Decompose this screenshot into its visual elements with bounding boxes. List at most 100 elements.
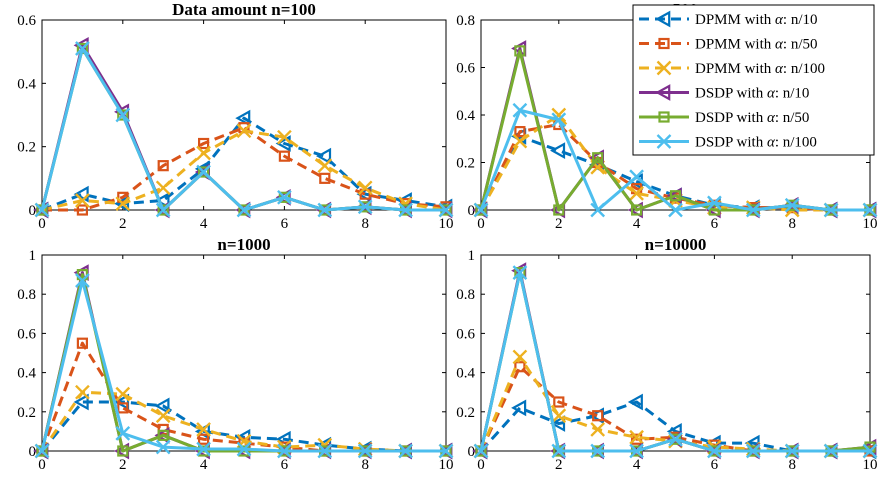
data-point: [34, 443, 50, 459]
data-point: [34, 202, 50, 218]
legend-label: DSDP with α: n/100: [695, 135, 817, 151]
legend-marker: [655, 10, 671, 28]
data-point: [551, 408, 567, 424]
x-tick-label: 0: [38, 457, 46, 473]
x-tick-label: 0: [477, 457, 485, 473]
data-point: [745, 443, 761, 459]
x-tick-label: 2: [119, 216, 127, 232]
data-point: [551, 112, 567, 128]
data-point: [473, 443, 489, 459]
data-point: [75, 273, 90, 288]
data-point: [196, 164, 211, 180]
x-tick-label: 4: [200, 457, 208, 473]
data-point: [319, 172, 331, 184]
data-point: [629, 443, 644, 459]
x-tick-label: 2: [119, 457, 127, 473]
y-tick-label: 1: [468, 248, 476, 264]
panel-n10000: 0 2 4 6 8 10 0 0.2 0.4 0.6 0.8 1 n=10000: [456, 235, 877, 473]
data-point: [157, 429, 169, 441]
data-point: [196, 422, 211, 437]
x-tick-label: 8: [788, 457, 796, 473]
legend: DPMM with α: n/10 DPMM with α: n/50 DPMM w…: [632, 4, 875, 156]
data-point: [317, 158, 333, 174]
chart-title: n=1000: [217, 235, 270, 254]
data-point: [627, 393, 643, 411]
data-point: [512, 133, 528, 149]
data-point: [862, 443, 878, 459]
data-point: [155, 408, 171, 424]
y-tick-label: 0: [29, 203, 37, 219]
data-point: [862, 202, 878, 218]
data-point: [117, 191, 129, 203]
y-tick-label: 0: [468, 203, 476, 219]
data-point: [398, 202, 413, 218]
data-point: [551, 443, 567, 459]
legend-marker: [658, 111, 670, 123]
data-point: [512, 349, 528, 365]
data-point: [117, 109, 129, 121]
data-point: [707, 195, 722, 211]
legend-marker: [656, 134, 672, 149]
data-point: [514, 45, 526, 57]
data-point: [277, 443, 292, 459]
legend-label: DPMM with α: n/10: [695, 12, 818, 28]
x-tick-label: 10: [863, 216, 878, 232]
x-tick-label: 2: [555, 216, 563, 232]
data-point: [590, 422, 606, 437]
data-point: [117, 445, 129, 457]
data-point: [438, 202, 454, 218]
data-point: [669, 190, 682, 202]
data-point: [115, 386, 131, 402]
data-point: [196, 441, 211, 457]
x-tick-label: 8: [788, 216, 796, 232]
data-point: [277, 189, 292, 205]
data-point: [115, 107, 131, 123]
y-tick-label: 0.4: [17, 366, 36, 382]
legend-marker: [656, 60, 672, 76]
data-point: [553, 396, 565, 408]
legend-marker: [655, 84, 671, 101]
data-point: [235, 109, 251, 127]
legend-label: DSDP with α: n/10: [695, 86, 809, 102]
x-tick-label: 6: [281, 216, 289, 232]
legend-box: [632, 4, 875, 156]
legend-marker: [658, 37, 670, 50]
data-point: [629, 169, 644, 185]
data-point: [357, 443, 373, 459]
x-tick-label: 8: [361, 457, 369, 473]
data-point: [438, 443, 454, 459]
data-point: [76, 204, 89, 216]
x-tick-label: 0: [477, 216, 485, 232]
panel-n100: 0 2 4 6 8 10 0 0.2 0.4 0.6 Data amount n=100: [17, 0, 453, 232]
data-point: [198, 433, 210, 445]
data-point: [198, 166, 210, 178]
y-tick-label: 0: [468, 444, 476, 460]
data-point: [316, 147, 332, 165]
y-tick-label: 0.2: [17, 405, 36, 421]
y-tick-label: 0.6: [17, 13, 36, 29]
data-point: [592, 152, 604, 164]
y-tick-label: 0.2: [456, 405, 475, 421]
y-tick-label: 0.6: [17, 326, 36, 342]
data-point: [550, 142, 566, 159]
y-tick-label: 0: [29, 444, 37, 460]
legend-label: DPMM with α: n/50: [695, 37, 818, 53]
y-tick-label: 0.4: [456, 366, 475, 382]
x-tick-label: 6: [711, 216, 719, 232]
data-point: [198, 137, 210, 150]
data-point: [590, 443, 606, 459]
y-tick-label: 0.8: [456, 13, 475, 29]
data-point: [823, 202, 839, 218]
data-point: [398, 443, 413, 459]
data-point: [157, 204, 169, 216]
data-point: [592, 410, 604, 422]
data-point: [745, 202, 761, 218]
axes-box: [41, 254, 447, 452]
y-tick-label: 0.8: [456, 287, 475, 303]
data-point: [668, 431, 683, 447]
data-point: [823, 443, 839, 459]
y-tick-label: 1: [29, 248, 37, 264]
data-point: [550, 415, 566, 432]
x-tick-label: 6: [281, 457, 289, 473]
data-point: [511, 399, 527, 417]
